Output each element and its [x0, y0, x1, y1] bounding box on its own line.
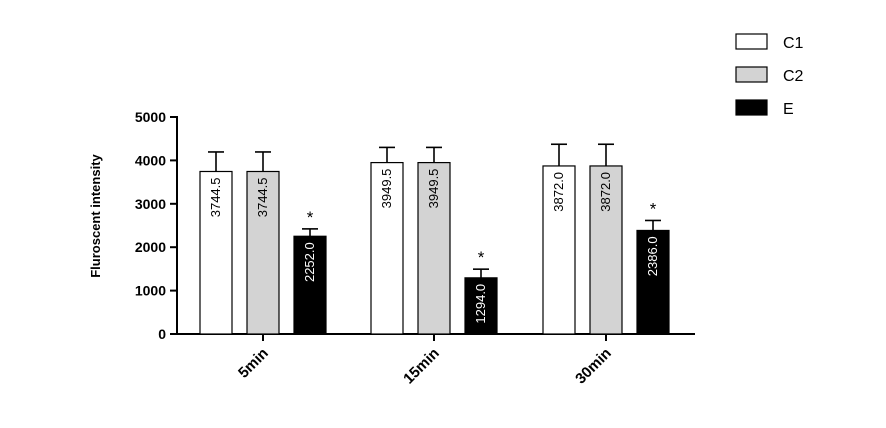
significance-star: * — [307, 208, 314, 227]
legend-swatch-c2 — [735, 66, 768, 83]
bar-c2 — [417, 161, 451, 335]
y-tick-label: 4000 — [135, 152, 166, 168]
y-tick-label: 1000 — [135, 283, 166, 299]
data-label: 3744.5 — [208, 177, 223, 217]
data-label: 3744.5 — [255, 177, 270, 217]
x-tick-label: 5min — [235, 345, 272, 382]
y-axis-title: Fluroscent intensity — [88, 153, 103, 277]
data-label: 1294.0 — [473, 284, 488, 324]
data-label: 2386.0 — [645, 236, 660, 276]
bar-e — [293, 235, 327, 335]
y-tick-label: 0 — [158, 326, 166, 342]
data-label: 3872.0 — [551, 172, 566, 212]
legend-label: C1 — [783, 35, 804, 52]
data-label: 3872.0 — [598, 172, 613, 212]
bar-e — [636, 229, 670, 335]
bar-c1 — [370, 161, 404, 335]
significance-star: * — [650, 199, 657, 218]
significance-star: * — [478, 248, 485, 267]
bar-c1 — [542, 165, 576, 335]
x-tick-label: 30min — [572, 345, 615, 388]
legend-label: E — [783, 101, 794, 118]
y-tick-label: 3000 — [135, 196, 166, 212]
bar-c1 — [199, 170, 233, 335]
data-label: 3949.5 — [426, 169, 441, 209]
bar-c2 — [589, 165, 623, 335]
legend-label: C2 — [783, 68, 804, 85]
legend-swatch-e — [735, 99, 768, 116]
bar-c2 — [246, 170, 280, 335]
bar-e — [464, 277, 498, 335]
y-tick-label: 2000 — [135, 239, 166, 255]
x-tick-label: 15min — [400, 345, 443, 388]
data-label: 2252.0 — [302, 242, 317, 282]
legend-swatch-c1 — [735, 33, 768, 50]
y-tick-label: 5000 — [135, 109, 166, 125]
data-label: 3949.5 — [379, 169, 394, 209]
